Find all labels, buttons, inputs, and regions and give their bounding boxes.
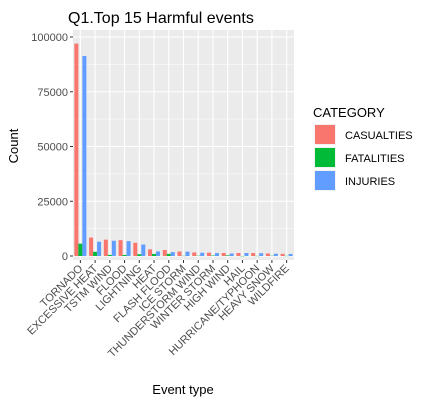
bar bbox=[74, 43, 79, 256]
bar bbox=[162, 249, 167, 256]
bar bbox=[137, 254, 142, 256]
legend-label: INJURIES bbox=[345, 176, 395, 188]
x-axis-title: Event type bbox=[152, 382, 213, 397]
bar bbox=[156, 251, 161, 256]
bar bbox=[78, 243, 83, 256]
bar bbox=[148, 249, 153, 256]
bar bbox=[97, 241, 102, 256]
legend-label: FATALITIES bbox=[345, 153, 405, 165]
y-axis-title: Count bbox=[6, 128, 21, 163]
bar bbox=[111, 240, 116, 256]
bar bbox=[244, 253, 249, 256]
bar bbox=[185, 251, 190, 256]
bar bbox=[251, 253, 256, 256]
bar bbox=[141, 244, 146, 256]
bar bbox=[177, 251, 182, 256]
legend-key bbox=[315, 148, 335, 167]
y-tick-label: 0 bbox=[62, 251, 68, 263]
legend-key bbox=[315, 125, 335, 144]
y-tick-label: 75000 bbox=[37, 87, 68, 99]
bar bbox=[82, 55, 87, 257]
bar bbox=[170, 252, 175, 256]
bar bbox=[126, 241, 131, 256]
bar bbox=[225, 255, 230, 256]
bars bbox=[74, 43, 293, 257]
bar bbox=[288, 254, 293, 256]
bar bbox=[206, 252, 211, 256]
bar bbox=[133, 242, 138, 256]
bar bbox=[93, 251, 98, 256]
chart-title: Q1.Top 15 Harmful events bbox=[68, 10, 254, 27]
bar bbox=[122, 254, 127, 256]
bar bbox=[236, 252, 241, 256]
bar bbox=[229, 253, 234, 256]
legend-label: CASUALTIES bbox=[345, 130, 413, 142]
legend: CATEGORY CASUALTIES FATALITIES INJURIES bbox=[313, 105, 413, 191]
bar bbox=[280, 253, 285, 256]
grid bbox=[73, 30, 294, 260]
bar bbox=[265, 253, 270, 256]
bar bbox=[192, 252, 197, 256]
bar bbox=[107, 254, 112, 256]
bar bbox=[259, 253, 264, 256]
bar bbox=[214, 253, 219, 256]
bar bbox=[221, 252, 226, 256]
y-tick-label: 25000 bbox=[37, 196, 68, 208]
legend-key bbox=[315, 171, 335, 190]
y-axis: 0 25000 50000 75000 100000 bbox=[31, 32, 73, 263]
bar bbox=[152, 253, 157, 256]
bar bbox=[166, 253, 171, 256]
bar bbox=[103, 239, 108, 256]
y-tick-label: 100000 bbox=[31, 32, 68, 44]
y-tick-label: 50000 bbox=[37, 142, 68, 154]
bar bbox=[89, 237, 94, 256]
bar bbox=[118, 240, 123, 256]
x-tick-label: EXCESSIVE HEAT bbox=[25, 262, 100, 337]
bar bbox=[273, 253, 278, 256]
legend-title: CATEGORY bbox=[313, 105, 385, 120]
bar bbox=[200, 252, 205, 256]
